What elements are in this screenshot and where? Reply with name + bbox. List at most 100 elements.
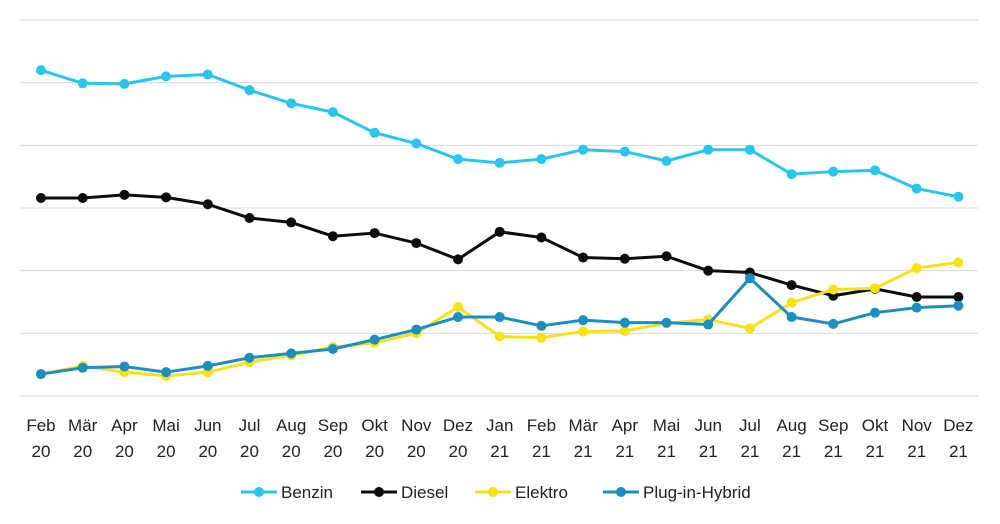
data-point-elektro xyxy=(953,258,963,268)
x-tick-label-year: 20 xyxy=(32,442,51,461)
data-point-plug-in-hybrid xyxy=(870,308,880,318)
data-point-elektro xyxy=(453,302,463,312)
data-point-benzin xyxy=(745,145,755,155)
legend-label: Plug-in-Hybrid xyxy=(643,483,751,502)
data-point-benzin xyxy=(495,158,505,168)
data-point-plug-in-hybrid xyxy=(245,353,255,363)
legend-swatch-marker xyxy=(254,487,264,497)
legend-label: Diesel xyxy=(401,483,448,502)
legend-label: Elektro xyxy=(515,483,568,502)
data-point-elektro xyxy=(745,323,755,333)
data-point-benzin xyxy=(953,192,963,202)
data-point-plug-in-hybrid xyxy=(620,318,630,328)
x-tick-label-month: Okt xyxy=(361,416,388,435)
x-tick-label-year: 20 xyxy=(323,442,342,461)
x-tick-label-month: Sep xyxy=(818,416,848,435)
data-point-elektro xyxy=(912,263,922,273)
data-point-diesel xyxy=(912,292,922,302)
legend-item-diesel: Diesel xyxy=(361,483,448,502)
data-point-benzin xyxy=(453,154,463,164)
data-point-plug-in-hybrid xyxy=(203,361,213,371)
x-tick-label-month: Jun xyxy=(694,416,721,435)
x-tick-label-year: 20 xyxy=(407,442,426,461)
x-tick-label-month: Aug xyxy=(276,416,306,435)
data-point-benzin xyxy=(662,156,672,166)
data-point-plug-in-hybrid xyxy=(36,369,46,379)
data-point-diesel xyxy=(370,228,380,238)
x-tick-label-year: 21 xyxy=(490,442,509,461)
x-tick-label-year: 20 xyxy=(449,442,468,461)
x-tick-label-month: Jun xyxy=(194,416,221,435)
x-tick-label-month: Mai xyxy=(152,416,179,435)
data-point-diesel xyxy=(453,254,463,264)
data-point-elektro xyxy=(495,331,505,341)
data-point-benzin xyxy=(828,167,838,177)
legend-swatch-marker xyxy=(488,487,498,497)
data-point-plug-in-hybrid xyxy=(745,273,755,283)
data-point-elektro xyxy=(578,326,588,336)
data-point-benzin xyxy=(620,147,630,157)
x-tick-label-month: Sep xyxy=(318,416,348,435)
data-point-diesel xyxy=(78,193,88,203)
data-point-diesel xyxy=(662,251,672,261)
x-tick-label-month: Apr xyxy=(612,416,639,435)
data-point-benzin xyxy=(245,85,255,95)
data-point-elektro xyxy=(870,283,880,293)
data-point-diesel xyxy=(495,227,505,237)
data-point-plug-in-hybrid xyxy=(411,325,421,335)
x-tick-label-month: Dez xyxy=(943,416,973,435)
x-tick-label-year: 20 xyxy=(365,442,384,461)
data-point-plug-in-hybrid xyxy=(119,362,129,372)
x-tick-label-year: 21 xyxy=(574,442,593,461)
data-point-diesel xyxy=(119,190,129,200)
data-point-benzin xyxy=(36,65,46,75)
x-tick-label-year: 20 xyxy=(73,442,92,461)
legend-swatch-marker xyxy=(374,487,384,497)
data-point-benzin xyxy=(370,128,380,138)
x-tick-label-month: Nov xyxy=(401,416,432,435)
data-point-diesel xyxy=(411,238,421,248)
series-diesel xyxy=(36,190,963,302)
data-point-benzin xyxy=(328,107,338,117)
x-tick-label-month: Feb xyxy=(26,416,55,435)
series-benzin xyxy=(36,65,963,202)
x-tick-label-year: 20 xyxy=(198,442,217,461)
x-tick-label-year: 21 xyxy=(532,442,551,461)
data-point-plug-in-hybrid xyxy=(953,301,963,311)
data-point-diesel xyxy=(203,199,213,209)
x-tick-label-month: Apr xyxy=(111,416,138,435)
x-tick-label-month: Mai xyxy=(653,416,680,435)
series-line-benzin xyxy=(41,70,958,197)
x-tick-label-year: 21 xyxy=(866,442,885,461)
x-tick-label-year: 21 xyxy=(740,442,759,461)
data-point-plug-in-hybrid xyxy=(787,312,797,322)
data-point-plug-in-hybrid xyxy=(78,363,88,373)
x-tick-label-month: Okt xyxy=(862,416,889,435)
data-point-benzin xyxy=(119,79,129,89)
data-point-plug-in-hybrid xyxy=(286,348,296,358)
data-point-diesel xyxy=(578,253,588,263)
x-tick-label-month: Feb xyxy=(527,416,556,435)
data-point-plug-in-hybrid xyxy=(370,335,380,345)
data-point-diesel xyxy=(953,292,963,302)
data-point-benzin xyxy=(870,165,880,175)
data-point-plug-in-hybrid xyxy=(703,320,713,330)
x-tick-label-year: 20 xyxy=(240,442,259,461)
data-point-diesel xyxy=(787,280,797,290)
x-tick-label-month: Jan xyxy=(486,416,513,435)
data-point-benzin xyxy=(703,145,713,155)
series-plug-in-hybrid xyxy=(36,273,963,379)
x-tick-label-year: 21 xyxy=(949,442,968,461)
x-tick-label-year: 20 xyxy=(282,442,301,461)
data-point-plug-in-hybrid xyxy=(495,312,505,322)
legend-item-plug-in-hybrid: Plug-in-Hybrid xyxy=(603,483,751,502)
x-tick-label-month: Jul xyxy=(739,416,761,435)
data-point-plug-in-hybrid xyxy=(662,318,672,328)
data-point-plug-in-hybrid xyxy=(328,344,338,354)
x-tick-label-month: Jul xyxy=(239,416,261,435)
x-tick-label-month: Dez xyxy=(443,416,473,435)
data-point-diesel xyxy=(245,213,255,223)
data-point-diesel xyxy=(328,231,338,241)
